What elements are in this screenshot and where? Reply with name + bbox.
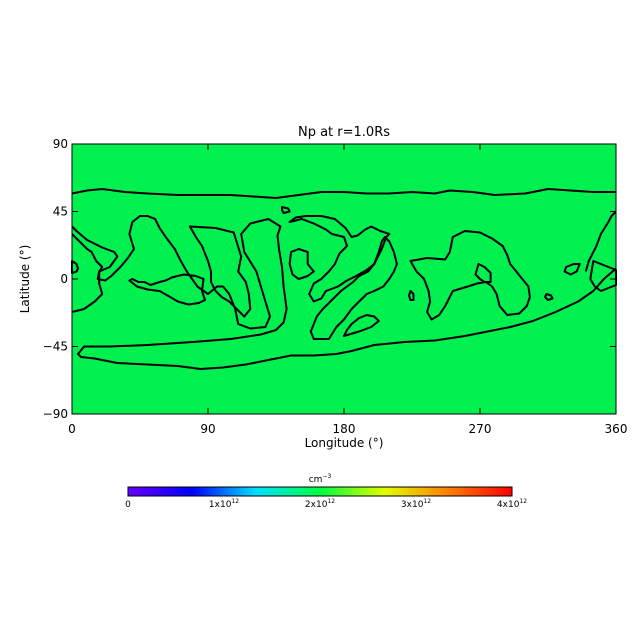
contour-small-dot-a (408, 290, 415, 301)
contour-right-edge-2 (589, 260, 617, 292)
colorbar: cm−3 0 1x1012 2x1012 3x1012 4x1012 (125, 473, 527, 510)
contour-right-oval (474, 263, 492, 283)
contour-mid-feature (188, 225, 252, 318)
colorbar-tick-label: 0 (125, 500, 131, 510)
y-tick-label: 0 (60, 272, 68, 286)
colorbar-ticks: 0 1x1012 2x1012 3x1012 4x1012 (125, 498, 527, 510)
y-tick-label: −90 (43, 407, 68, 421)
y-tick-label: 45 (53, 205, 68, 219)
contour-upper-snake (288, 215, 391, 303)
colorbar-tick-label: 4x1012 (497, 498, 527, 510)
colorbar-tick-mantissa: 1x10 (209, 500, 232, 510)
colorbar-bar (127, 486, 513, 497)
chart-title: Np at r=1.0Rs (298, 125, 390, 140)
x-tick-label: 0 (68, 422, 76, 436)
contour-small-oval (288, 248, 315, 280)
x-tick-label: 90 (200, 422, 215, 436)
contour-right-feature (409, 230, 531, 321)
contour-layer (71, 188, 617, 370)
contour-right-edge (584, 210, 617, 272)
contour-right-oval-2 (563, 263, 581, 276)
colorbar-tick-mantissa: 2x10 (305, 500, 328, 510)
colorbar-unit: cm−3 (309, 473, 332, 485)
colorbar-unit-base: cm (309, 475, 323, 485)
colorbar-tick-mantissa: 3x10 (401, 500, 424, 510)
x-tick-label: 180 (333, 422, 356, 436)
colorbar-tick-exponent: 12 (519, 498, 527, 505)
x-axis-label: Longitude (°) (305, 436, 384, 450)
y-tick-label: −45 (43, 340, 68, 354)
colorbar-tick-mantissa: 0 (125, 500, 131, 510)
colorbar-tick-label: 3x1012 (401, 498, 431, 510)
x-axis: 0 90 180 270 360 (68, 144, 627, 436)
y-axis: 90 45 0 −45 −90 (43, 137, 616, 421)
contour-lower-left-snake (309, 236, 398, 340)
colorbar-tick-exponent: 12 (327, 498, 335, 505)
colorbar-tick-exponent: 12 (423, 498, 431, 505)
colorbar-tick-exponent: 12 (231, 498, 239, 505)
plot-area (71, 143, 617, 415)
colorbar-unit-exponent: −3 (322, 473, 331, 480)
density-field (72, 144, 616, 414)
y-tick-label: 90 (53, 137, 68, 151)
contour-north-boundary (71, 188, 616, 199)
contour-lower-dot (343, 314, 380, 337)
contour-south-boundary (71, 215, 617, 370)
contour-small-dot-b (544, 293, 554, 301)
y-axis-label: Latitude (°) (18, 245, 32, 314)
colorbar-tick-mantissa: 4x10 (497, 500, 520, 510)
x-tick-label: 270 (469, 422, 492, 436)
contour-small-lobe (128, 273, 206, 306)
colorbar-tick-label: 1x1012 (209, 498, 239, 510)
x-tick-label: 360 (605, 422, 628, 436)
colorbar-tick-label: 2x1012 (305, 498, 335, 510)
contour-top-dot (281, 206, 291, 214)
contour-left-edge-lobe (71, 225, 119, 313)
